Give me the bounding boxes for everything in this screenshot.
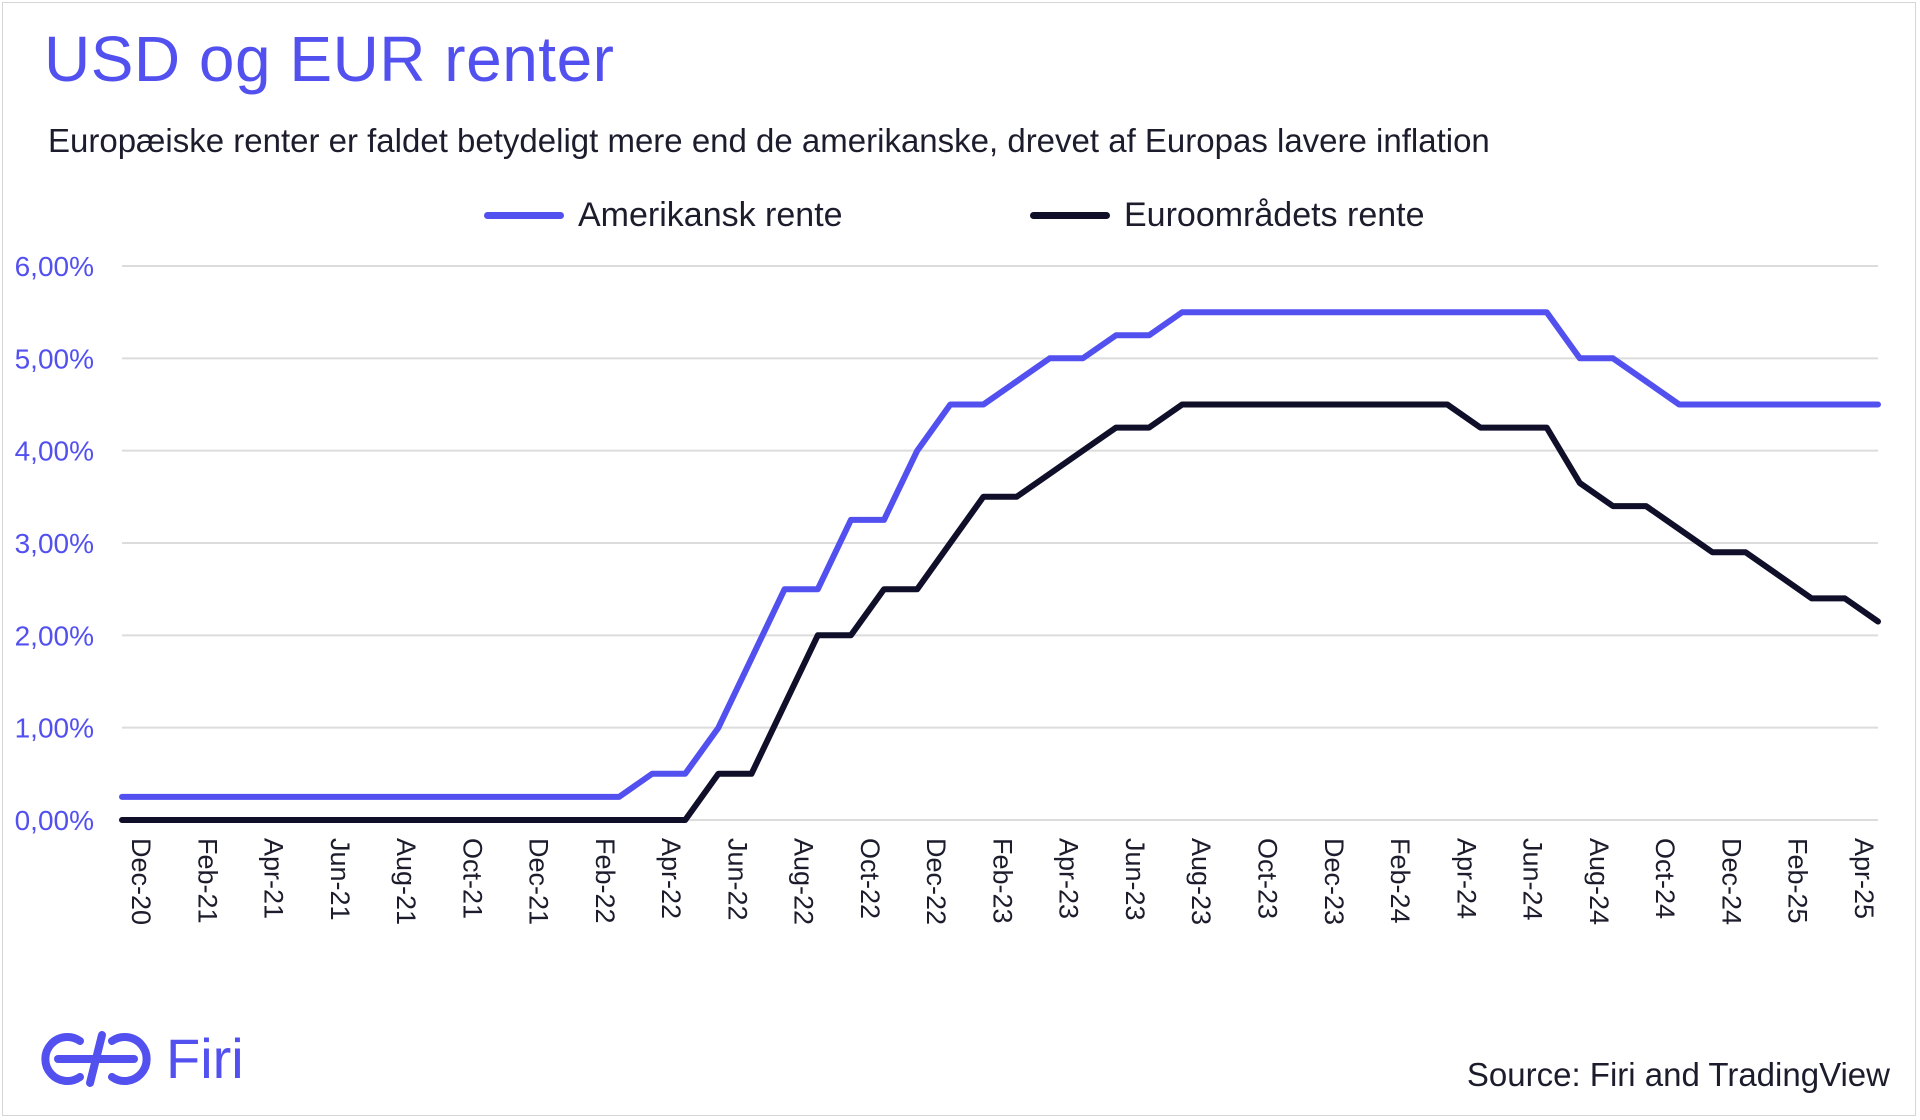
x-tick-label: Feb-21 xyxy=(192,838,222,924)
x-tick-label: Dec-20 xyxy=(126,838,156,925)
x-tick-label: Jun-23 xyxy=(1120,838,1150,921)
y-tick-label: 3,00% xyxy=(15,528,94,559)
legend: Amerikansk rente Euroområdets rente xyxy=(0,196,1920,240)
x-tick-label: Oct-21 xyxy=(457,838,487,919)
x-axis: Dec-20 Feb-21 Apr-21 Jun-21 Aug-21 Oct-21 Dec-… xyxy=(126,838,1879,925)
x-tick-label: Oct-22 xyxy=(855,838,885,919)
source-note: Source: Firi and TradingView xyxy=(1466,1056,1890,1093)
firi-logo-icon xyxy=(41,1030,151,1087)
series-line-amerikansk-rente xyxy=(119,309,1881,800)
chart-subtitle: Europæiske renter er faldet betydeligt m… xyxy=(48,122,1490,159)
x-tick-label: Aug-24 xyxy=(1584,838,1614,925)
x-tick-label: Dec-21 xyxy=(524,838,554,925)
series-layer xyxy=(119,309,1881,823)
legend-swatch-amerikansk xyxy=(484,212,564,219)
x-tick-label: Oct-24 xyxy=(1650,838,1680,919)
x-tick-label: Jun-22 xyxy=(722,838,752,921)
x-tick-label: Jun-21 xyxy=(325,838,355,921)
x-tick-label: Feb-24 xyxy=(1385,838,1415,924)
x-tick-label: Apr-24 xyxy=(1451,838,1481,919)
x-tick-label: Jun-24 xyxy=(1518,838,1548,921)
x-tick-label: Feb-23 xyxy=(987,838,1017,924)
x-tick-label: Oct-23 xyxy=(1252,838,1282,919)
y-tick-label: 2,00% xyxy=(15,620,94,651)
x-tick-label: Dec-23 xyxy=(1319,838,1349,925)
y-tick-label: 6,00% xyxy=(15,251,94,282)
legend-label-amerikansk: Amerikansk rente xyxy=(578,196,843,234)
x-tick-label: Feb-25 xyxy=(1783,838,1813,924)
x-tick-label: Aug-21 xyxy=(391,838,421,925)
x-tick-label: Apr-25 xyxy=(1849,838,1879,919)
legend-item-euro: Euroområdets rente xyxy=(1030,196,1425,235)
firi-logo: Firi xyxy=(40,1026,244,1091)
y-tick-label: 1,00% xyxy=(15,713,94,744)
x-tick-label: Dec-24 xyxy=(1716,838,1746,925)
x-tick-label: Dec-22 xyxy=(921,838,951,925)
legend-item-amerikansk: Amerikansk rente xyxy=(484,196,843,235)
series-line-euroomraadets-rente xyxy=(119,401,1881,823)
y-tick-label: 5,00% xyxy=(15,343,94,374)
x-tick-label: Apr-22 xyxy=(656,838,686,919)
legend-swatch-euro xyxy=(1030,212,1110,219)
y-tick-label: 4,00% xyxy=(15,436,94,467)
x-tick-label: Apr-23 xyxy=(1054,838,1084,919)
chart-title: USD og EUR renter xyxy=(44,23,615,95)
x-tick-label: Feb-22 xyxy=(590,838,620,924)
grid-layer xyxy=(122,265,1878,821)
x-tick-label: Aug-23 xyxy=(1186,838,1216,925)
x-tick-label: Apr-21 xyxy=(259,838,289,919)
y-axis: 0,00% 1,00% 2,00% 3,00% 4,00% 5,00% 6,00% xyxy=(15,251,94,836)
y-tick-label: 0,00% xyxy=(15,805,94,836)
legend-label-euro: Euroområdets rente xyxy=(1124,196,1425,234)
chart-plot: 0,00% 1,00% 2,00% 3,00% 4,00% 5,00% 6,00% Dec-… xyxy=(15,251,1881,925)
firi-logo-text: Firi xyxy=(166,1027,244,1090)
x-tick-label: Aug-22 xyxy=(789,838,819,925)
